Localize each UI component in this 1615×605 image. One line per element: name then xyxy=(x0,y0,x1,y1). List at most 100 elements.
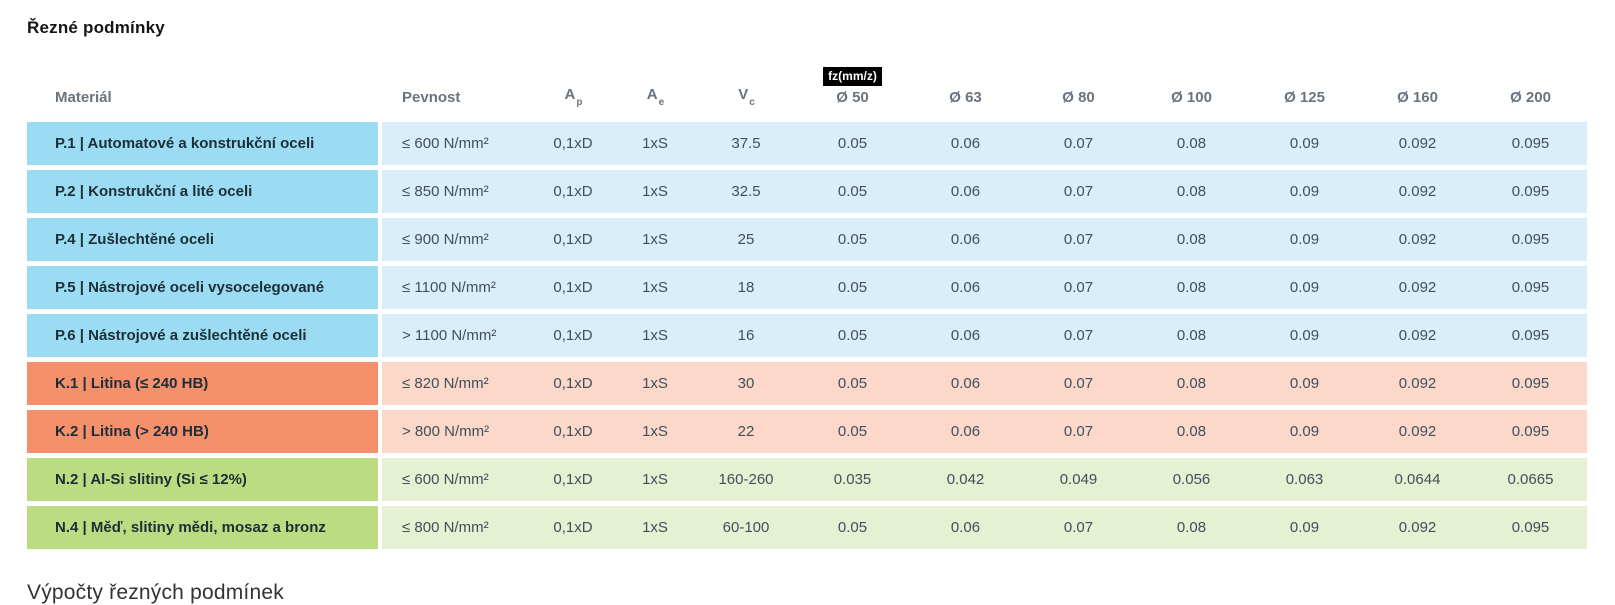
table-body: P.1 | Automatové a konstrukční oceli ≤ 6… xyxy=(27,122,1587,549)
fz-cell-d125: 0.09 xyxy=(1248,410,1361,453)
fz-cell-d160: 0.092 xyxy=(1361,410,1474,453)
table-header-row: Materiál Pevnost Ap Ae Vc fz(mm/z) Ø 50 … xyxy=(27,67,1587,117)
fz-cell-d125: 0.063 xyxy=(1248,458,1361,501)
fz-cell-d63: 0.06 xyxy=(909,170,1022,213)
material-cell: N.2 | Al-Si slitiny (Si ≤ 12%) xyxy=(27,458,382,501)
vc-cell: 60-100 xyxy=(696,506,796,549)
table-row: P.4 | Zušlechtěné oceli ≤ 900 N/mm² 0,1x… xyxy=(27,218,1587,261)
material-cell: P.5 | Nástrojové oceli vysocelegované xyxy=(27,266,382,309)
fz-cell-d100: 0.08 xyxy=(1135,122,1248,165)
fz-cell-d50: 0.05 xyxy=(796,218,909,261)
col-header-d160: Ø 160 xyxy=(1397,89,1438,106)
fz-cell-d50: 0.05 xyxy=(796,170,909,213)
table-row: N.2 | Al-Si slitiny (Si ≤ 12%) ≤ 600 N/m… xyxy=(27,458,1587,501)
material-cell: N.4 | Měď, slitiny mědi, mosaz a bronz xyxy=(27,506,382,549)
fz-cell-d80: 0.07 xyxy=(1022,506,1135,549)
fz-cell-d80: 0.07 xyxy=(1022,410,1135,453)
ae-cell: 1xS xyxy=(614,266,696,309)
vc-cell: 18 xyxy=(696,266,796,309)
material-cell: P.1 | Automatové a konstrukční oceli xyxy=(27,122,382,165)
calculations-section-heading: Výpočty řezných podmínek xyxy=(27,581,284,604)
fz-cell-d200: 0.095 xyxy=(1474,506,1587,549)
fz-cell-d125: 0.09 xyxy=(1248,122,1361,165)
fz-cell-d63: 0.06 xyxy=(909,506,1022,549)
vc-cell: 32.5 xyxy=(696,170,796,213)
col-header-d63: Ø 63 xyxy=(949,89,982,106)
fz-cell-d50: 0.05 xyxy=(796,410,909,453)
fz-cell-d80: 0.07 xyxy=(1022,266,1135,309)
ap-cell: 0,1xD xyxy=(532,170,614,213)
fz-cell-d80: 0.07 xyxy=(1022,362,1135,405)
fz-cell-d80: 0.049 xyxy=(1022,458,1135,501)
ap-cell: 0,1xD xyxy=(532,458,614,501)
fz-cell-d100: 0.08 xyxy=(1135,314,1248,357)
ap-cell: 0,1xD xyxy=(532,218,614,261)
material-cell: K.1 | Litina (≤ 240 HB) xyxy=(27,362,382,405)
ae-cell: 1xS xyxy=(614,362,696,405)
fz-cell-d125: 0.09 xyxy=(1248,170,1361,213)
fz-cell-d63: 0.06 xyxy=(909,314,1022,357)
ap-cell: 0,1xD xyxy=(532,122,614,165)
fz-cell-d100: 0.08 xyxy=(1135,410,1248,453)
strength-cell: > 800 N/mm² xyxy=(382,410,532,453)
fz-cell-d100: 0.08 xyxy=(1135,506,1248,549)
fz-cell-d100: 0.056 xyxy=(1135,458,1248,501)
strength-cell: ≤ 800 N/mm² xyxy=(382,506,532,549)
diameter-label: Ø 50 xyxy=(836,89,869,106)
table-row: K.1 | Litina (≤ 240 HB) ≤ 820 N/mm² 0,1x… xyxy=(27,362,1587,405)
ae-cell: 1xS xyxy=(614,506,696,549)
vc-cell: 25 xyxy=(696,218,796,261)
table-row: P.5 | Nástrojové oceli vysocelegované ≤ … xyxy=(27,266,1587,309)
strength-cell: ≤ 600 N/mm² xyxy=(382,122,532,165)
table-row: P.6 | Nástrojové a zušlechtěné oceli > 1… xyxy=(27,314,1587,357)
strength-cell: ≤ 850 N/mm² xyxy=(382,170,532,213)
ae-cell: 1xS xyxy=(614,314,696,357)
material-cell: P.4 | Zušlechtěné oceli xyxy=(27,218,382,261)
fz-cell-d63: 0.06 xyxy=(909,410,1022,453)
fz-cell-d160: 0.092 xyxy=(1361,314,1474,357)
fz-cell-d50: 0.05 xyxy=(796,362,909,405)
ap-cell: 0,1xD xyxy=(532,266,614,309)
col-header-vc: Vc xyxy=(738,86,755,108)
vc-cell: 37.5 xyxy=(696,122,796,165)
fz-cell-d160: 0.092 xyxy=(1361,266,1474,309)
ae-cell: 1xS xyxy=(614,458,696,501)
col-header-strength: Pevnost xyxy=(402,89,461,106)
col-header-material: Materiál xyxy=(55,89,112,106)
fz-cell-d63: 0.06 xyxy=(909,266,1022,309)
fz-cell-d160: 0.092 xyxy=(1361,122,1474,165)
ap-cell: 0,1xD xyxy=(532,362,614,405)
fz-cell-d63: 0.06 xyxy=(909,218,1022,261)
fz-cell-d63: 0.042 xyxy=(909,458,1022,501)
material-cell: K.2 | Litina (> 240 HB) xyxy=(27,410,382,453)
vc-cell: 30 xyxy=(696,362,796,405)
fz-cell-d200: 0.095 xyxy=(1474,170,1587,213)
table-row: P.2 | Konstrukční a lité oceli ≤ 850 N/m… xyxy=(27,170,1587,213)
fz-cell-d200: 0.095 xyxy=(1474,410,1587,453)
ae-cell: 1xS xyxy=(614,170,696,213)
fz-cell-d200: 0.095 xyxy=(1474,122,1587,165)
fz-cell-d80: 0.07 xyxy=(1022,122,1135,165)
fz-cell-d200: 0.095 xyxy=(1474,314,1587,357)
fz-cell-d125: 0.09 xyxy=(1248,314,1361,357)
fz-cell-d200: 0.095 xyxy=(1474,218,1587,261)
fz-cell-d160: 0.092 xyxy=(1361,506,1474,549)
col-header-d200: Ø 200 xyxy=(1510,89,1551,106)
fz-cell-d100: 0.08 xyxy=(1135,266,1248,309)
fz-cell-d200: 0.095 xyxy=(1474,266,1587,309)
strength-cell: ≤ 1100 N/mm² xyxy=(382,266,532,309)
col-header-ap: Ap xyxy=(564,86,583,108)
fz-cell-d63: 0.06 xyxy=(909,122,1022,165)
col-header-d80: Ø 80 xyxy=(1062,89,1095,106)
fz-cell-d125: 0.09 xyxy=(1248,266,1361,309)
fz-cell-d100: 0.08 xyxy=(1135,170,1248,213)
fz-unit-badge: fz(mm/z) xyxy=(823,67,882,86)
table-row: P.1 | Automatové a konstrukční oceli ≤ 6… xyxy=(27,122,1587,165)
ap-cell: 0,1xD xyxy=(532,506,614,549)
fz-cell-d100: 0.08 xyxy=(1135,218,1248,261)
fz-cell-d50: 0.05 xyxy=(796,506,909,549)
strength-cell: ≤ 820 N/mm² xyxy=(382,362,532,405)
ap-cell: 0,1xD xyxy=(532,314,614,357)
col-header-d125: Ø 125 xyxy=(1284,89,1325,106)
col-header-d100: Ø 100 xyxy=(1171,89,1212,106)
